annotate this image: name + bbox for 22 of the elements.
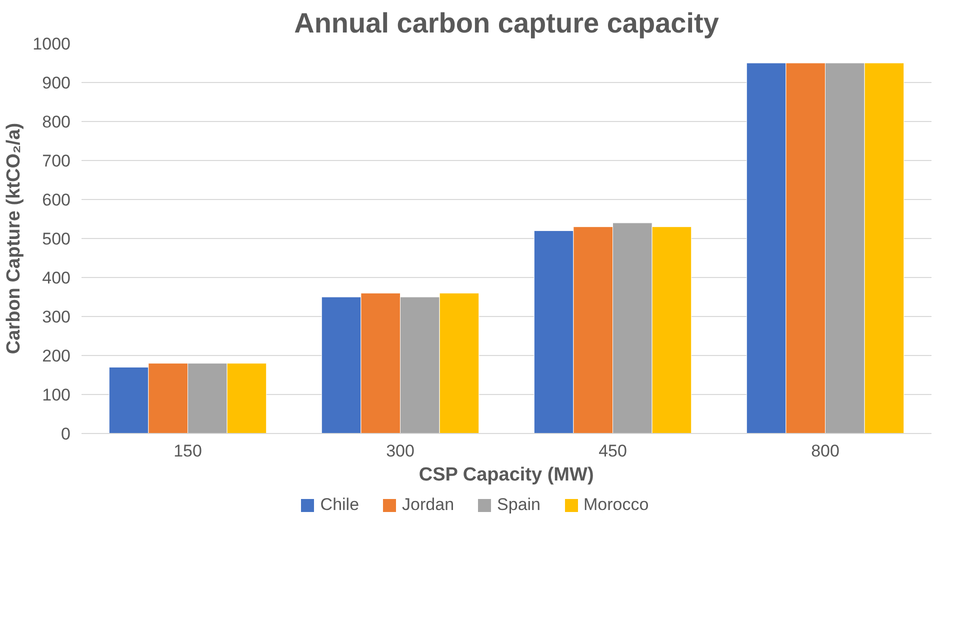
- x-tick-label: 450: [598, 442, 627, 460]
- x-tick-label: 800: [811, 442, 840, 460]
- x-axis-title: CSP Capacity (MW): [418, 464, 594, 486]
- y-tick-label: 800: [42, 112, 71, 132]
- y-tick-label: 400: [42, 268, 71, 288]
- legend-label: Chile: [320, 494, 360, 516]
- y-tick-label: 1000: [32, 34, 71, 54]
- x-tick-label: 150: [174, 442, 202, 460]
- y-tick-label: 700: [42, 152, 71, 170]
- y-tick-label: 300: [42, 308, 71, 326]
- chart-title: Annual carbon capture capacity: [294, 8, 720, 38]
- y-tick-label: 0: [61, 424, 71, 444]
- y-axis-title: Carbon Capture (ktCO₂/a): [4, 122, 25, 354]
- y-tick-label: 200: [42, 346, 71, 366]
- y-tick-label: 900: [42, 74, 71, 92]
- legend-label: Jordan: [402, 494, 454, 516]
- legend-label: Morocco: [584, 494, 649, 516]
- y-tick-label: 600: [42, 190, 71, 210]
- y-tick-label: 500: [42, 230, 71, 248]
- y-tick-label: 100: [42, 386, 71, 404]
- x-tick-label: 300: [386, 442, 414, 460]
- legend-label: Spain: [497, 494, 541, 516]
